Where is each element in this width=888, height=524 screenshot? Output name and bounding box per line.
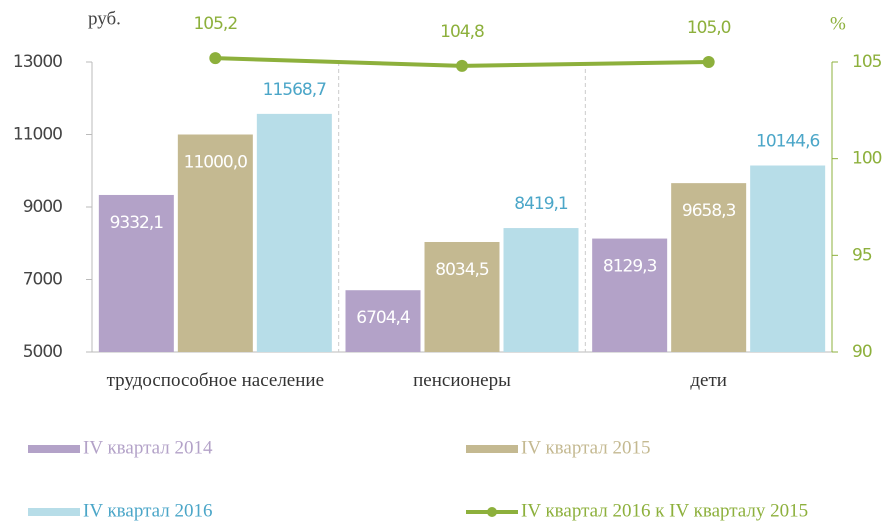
bar bbox=[592, 238, 668, 352]
bar-label: 9658,3 bbox=[682, 201, 736, 221]
bar-label: 6704,4 bbox=[356, 308, 410, 328]
legend-swatch bbox=[28, 508, 80, 516]
y-tick-label: 9000 bbox=[23, 197, 62, 217]
line-point bbox=[702, 56, 715, 68]
y-tick-label: 13000 bbox=[13, 52, 62, 72]
bar bbox=[345, 290, 421, 352]
y-tick-label: 7000 bbox=[23, 270, 62, 290]
y2-unit: % bbox=[830, 13, 846, 34]
y-tick-label: 5000 bbox=[23, 342, 62, 362]
bar bbox=[503, 228, 579, 352]
line-label: 105,2 bbox=[193, 14, 237, 34]
legend-swatch bbox=[466, 445, 518, 453]
bar-label: 11000,0 bbox=[184, 153, 247, 173]
bar bbox=[177, 134, 253, 352]
y2-tick-label: 95 bbox=[852, 245, 872, 265]
bar bbox=[671, 183, 747, 352]
bar-label: 9332,1 bbox=[110, 213, 164, 233]
bar bbox=[98, 194, 174, 352]
bar-label: 10144,6 bbox=[756, 132, 819, 152]
legend-swatch bbox=[28, 445, 80, 453]
y-unit: руб. bbox=[88, 8, 121, 29]
bar bbox=[750, 165, 826, 352]
x-tick-label: дети bbox=[690, 370, 727, 391]
bar-label: 11568,7 bbox=[263, 80, 326, 100]
legend-label: IV квартал 2014 bbox=[83, 437, 213, 458]
y2-tick-label: 105 bbox=[852, 52, 882, 72]
bar bbox=[424, 241, 500, 352]
legend-swatch-dot bbox=[487, 507, 497, 517]
bar-label: 8129,3 bbox=[603, 257, 657, 277]
line-label: 104,8 bbox=[440, 22, 484, 42]
line-point bbox=[456, 59, 468, 72]
line-point bbox=[209, 52, 222, 65]
legend-label: IV квартал 2015 bbox=[521, 437, 650, 458]
y2-tick-label: 90 bbox=[852, 342, 872, 362]
y2-tick-label: 100 bbox=[852, 149, 882, 169]
bar bbox=[256, 113, 332, 352]
bar-label: 8034,5 bbox=[435, 260, 489, 280]
line-label: 105,0 bbox=[687, 18, 731, 38]
legend-label: IV квартал 2016 bbox=[83, 500, 212, 521]
bar-label: 8419,1 bbox=[514, 194, 568, 214]
y-tick-label: 11000 bbox=[13, 125, 62, 145]
x-tick-label: трудоспособное население bbox=[106, 370, 325, 391]
legend-label: IV квартал 2016 к IV кварталу 2015 bbox=[521, 500, 808, 521]
x-tick-label: пенсионеры bbox=[413, 370, 511, 391]
